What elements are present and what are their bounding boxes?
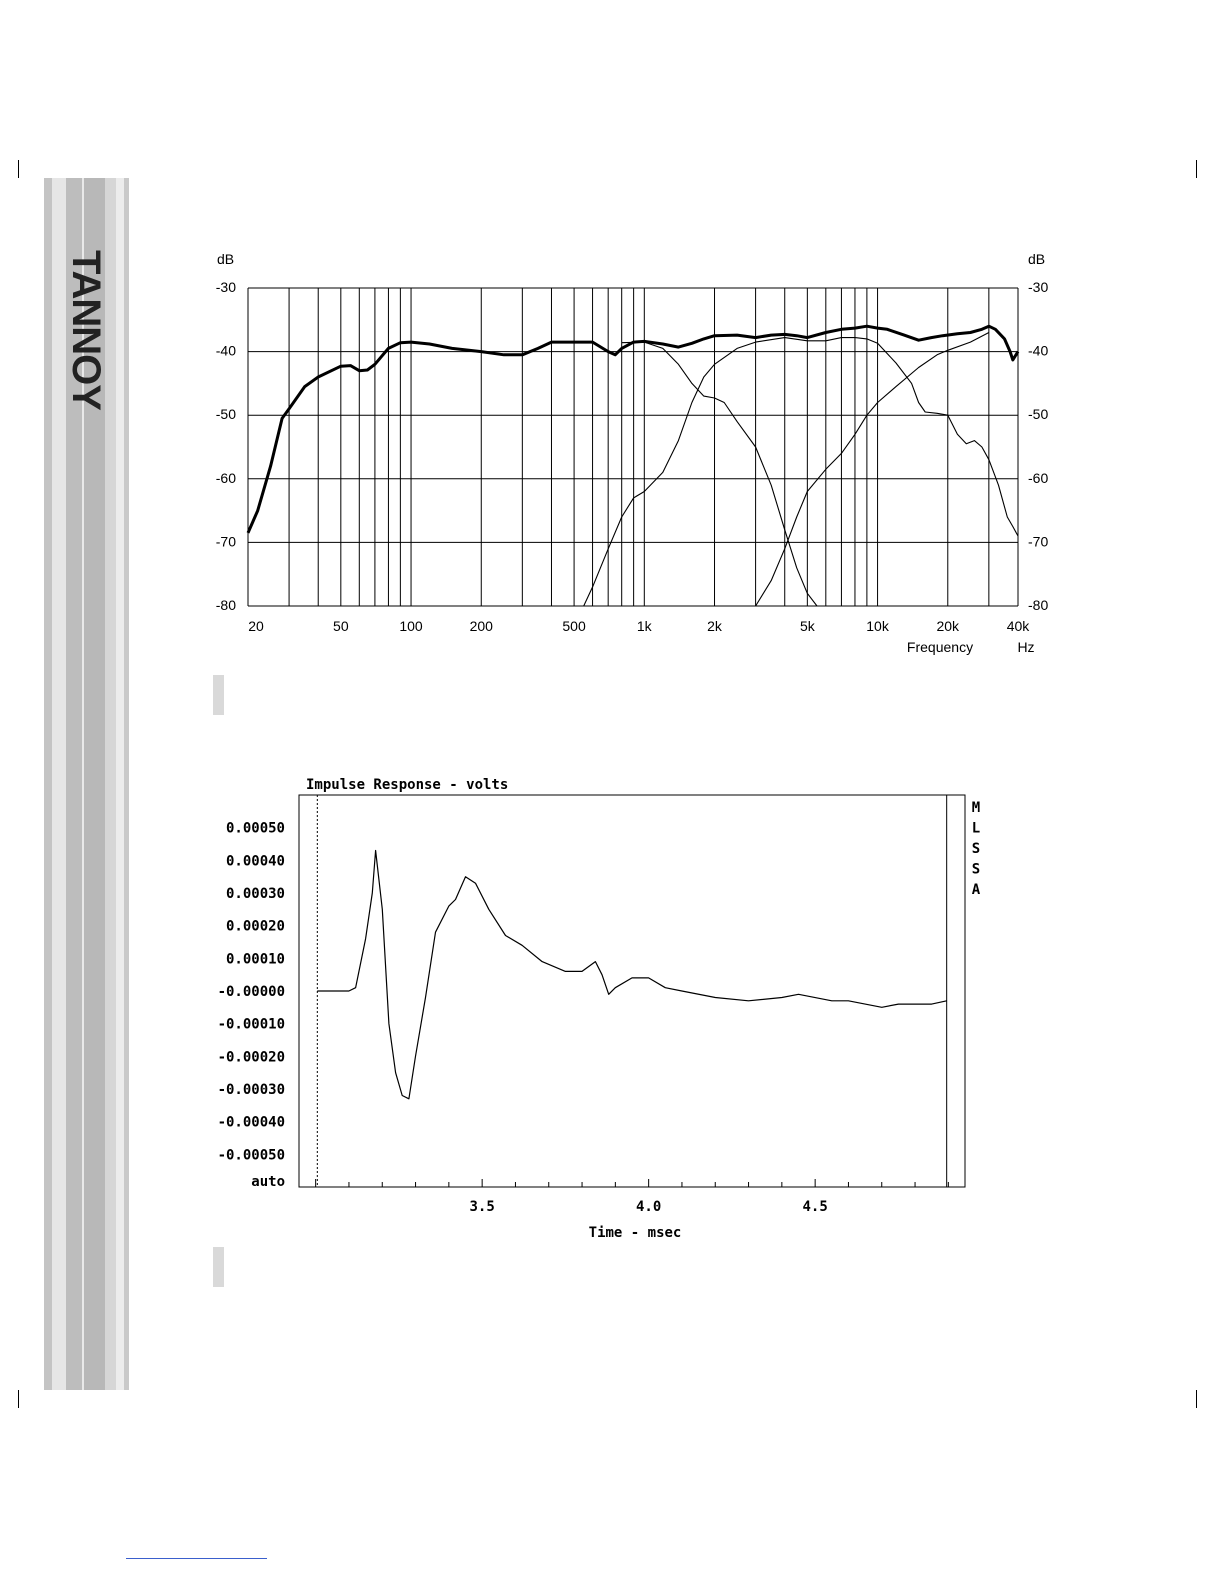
- x-tick-label: 20: [248, 618, 264, 634]
- y-tick-label: 0.00040: [226, 853, 285, 869]
- y-tick-label-right: -60: [1028, 470, 1048, 486]
- impulse-series: [317, 849, 947, 1100]
- driver-response-line-3: [755, 332, 990, 607]
- striped-sidebar: [44, 178, 129, 1390]
- frequency-labels: -30 -30 -40 -40 -50 -50 -60 -60 -70 -70 -80 -80 20 50…: [216, 251, 1049, 655]
- impulse-response-line: [317, 849, 947, 1100]
- mlssa-side-letter: S: [972, 862, 980, 878]
- y-tick-label: -0.00020: [218, 1049, 285, 1065]
- figure-marker-1: [213, 675, 224, 715]
- y-tick-label: -0.00030: [218, 1082, 285, 1098]
- y-tick-label-right: -70: [1028, 533, 1048, 549]
- y-tick-label-left: -30: [216, 279, 236, 295]
- x-axis-label: Frequency: [907, 639, 973, 655]
- x-axis-label: Time - msec: [589, 1225, 682, 1241]
- y-tick-label-right: -30: [1028, 279, 1048, 295]
- impulse-frame: [298, 794, 966, 1188]
- mlssa-side-letter: L: [972, 821, 980, 837]
- impulse-response-chart: Impulse Response - volts 0.00050 0.00040 0.…: [218, 777, 981, 1241]
- y-tick-label-left: -60: [216, 470, 236, 486]
- y-tick-label-right: -50: [1028, 406, 1048, 422]
- x-tick-label: 10k: [866, 618, 890, 634]
- total-response-line: [246, 324, 1020, 534]
- y-tick-label: 0.00030: [226, 886, 285, 902]
- footer-link-line: [126, 1558, 267, 1559]
- y-tick-label: 0.00010: [226, 951, 285, 967]
- frequency-response-chart: -30 -30 -40 -40 -50 -50 -60 -60 -70 -70 -80 -80 20 50…: [216, 251, 1049, 655]
- driver-response-line-2: [621, 341, 818, 607]
- y-tick-label: 0.00020: [226, 919, 285, 935]
- x-tick-label: 100: [399, 618, 423, 634]
- y-tick-label: -0.00040: [218, 1115, 285, 1131]
- mlssa-side-letter: S: [972, 841, 980, 857]
- x-tick-label: 50: [333, 618, 349, 634]
- x-tick-label: 2k: [707, 618, 723, 634]
- x-axis-unit: Hz: [1017, 639, 1034, 655]
- y-tick-label-left: -70: [216, 533, 236, 549]
- chart-title: Impulse Response - volts: [306, 777, 508, 793]
- y-tick-label-right: -80: [1028, 597, 1048, 613]
- y-tick-label-left: -50: [216, 406, 236, 422]
- figure-marker-2: [213, 1247, 224, 1287]
- y-tick-label: -0.00000: [218, 984, 285, 1000]
- y-tick-label-right: -40: [1028, 343, 1048, 359]
- x-tick-label: 40k: [1007, 618, 1031, 634]
- crop-mark-top-left: [18, 160, 19, 178]
- y-tick-label: -0.00050: [218, 1147, 285, 1163]
- y-tick-label-left: -40: [216, 343, 236, 359]
- impulse-labels: Impulse Response - volts 0.00050 0.00040 0.…: [218, 777, 981, 1241]
- frequency-grid: [247, 287, 1019, 607]
- y-axis-label-left: dB: [217, 251, 234, 267]
- plot-frame: [298, 794, 966, 1188]
- x-tick-label: 1k: [637, 618, 653, 634]
- x-tick-label: 4.0: [636, 1199, 661, 1215]
- mlssa-side-letter: M: [972, 800, 980, 816]
- y-tick-label: -0.00010: [218, 1017, 285, 1033]
- x-tick-label: 500: [562, 618, 586, 634]
- crop-mark-top-right: [1196, 160, 1197, 178]
- x-tick-label: 4.5: [803, 1199, 828, 1215]
- mlssa-side-letter: A: [972, 882, 981, 898]
- y-axis-label-right: dB: [1028, 251, 1045, 267]
- x-tick-label: 3.5: [470, 1199, 495, 1215]
- y-auto-label: auto: [251, 1174, 285, 1190]
- x-tick-label: 200: [470, 618, 494, 634]
- x-tick-label: 5k: [800, 618, 816, 634]
- frequency-series: [246, 324, 1020, 607]
- crop-mark-bottom-left: [18, 1390, 19, 1408]
- x-tick-label: 20k: [936, 618, 960, 634]
- crop-mark-bottom-right: [1196, 1390, 1197, 1408]
- y-tick-label-left: -80: [216, 597, 236, 613]
- driver-response-line-1: [583, 337, 1019, 607]
- y-tick-label: 0.00050: [226, 821, 285, 837]
